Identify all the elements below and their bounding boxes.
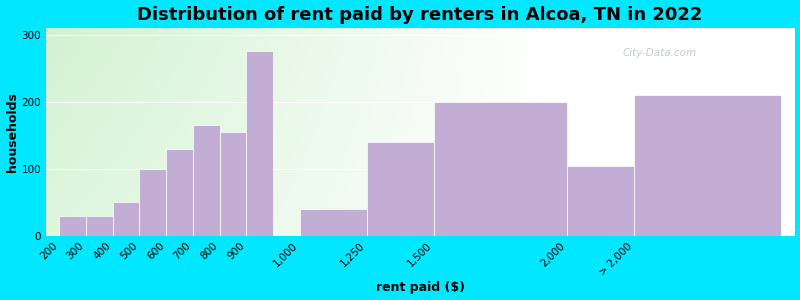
X-axis label: rent paid ($): rent paid ($) bbox=[376, 281, 465, 294]
Y-axis label: households: households bbox=[6, 92, 18, 172]
Title: Distribution of rent paid by renters in Alcoa, TN in 2022: Distribution of rent paid by renters in … bbox=[138, 6, 703, 24]
Bar bbox=[220, 132, 246, 236]
Bar bbox=[246, 51, 273, 236]
Bar bbox=[113, 202, 139, 236]
Bar bbox=[166, 149, 193, 236]
Text: City-Data.com: City-Data.com bbox=[622, 48, 697, 58]
Bar bbox=[300, 209, 366, 236]
Bar bbox=[193, 125, 220, 236]
Bar bbox=[567, 166, 634, 236]
Bar bbox=[366, 142, 434, 236]
Bar bbox=[434, 102, 567, 236]
Bar bbox=[139, 169, 166, 236]
Bar bbox=[86, 216, 113, 236]
Bar bbox=[634, 95, 781, 236]
Bar bbox=[59, 216, 86, 236]
